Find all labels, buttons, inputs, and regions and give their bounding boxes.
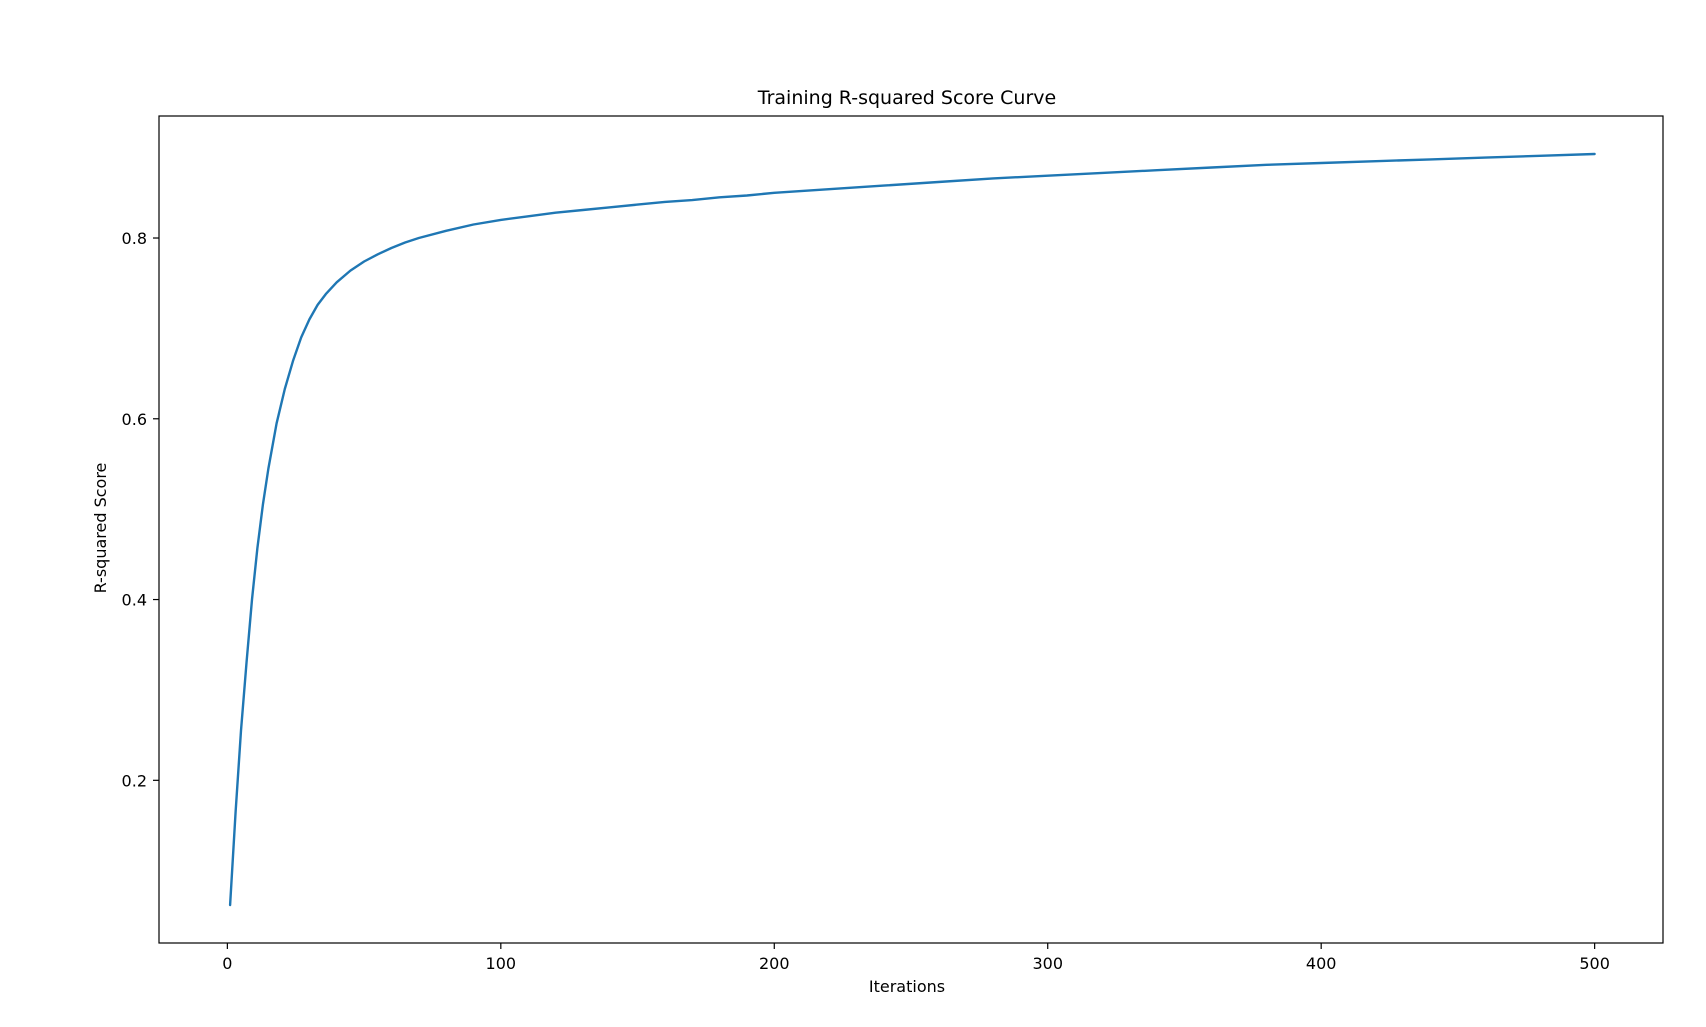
x-tick-label: 500	[1579, 954, 1610, 973]
plot-area-frame	[158, 115, 1664, 944]
x-axis-label: Iterations	[869, 977, 945, 996]
x-tick-label: 100	[486, 954, 517, 973]
x-tick-label: 200	[759, 954, 790, 973]
x-tick-label: 0	[222, 954, 232, 973]
x-tick-label: 400	[1306, 954, 1337, 973]
y-tick-label: 0.4	[122, 591, 147, 610]
y-tick-label: 0.8	[122, 229, 147, 248]
chart-title: Training R-squared Score Curve	[757, 87, 1056, 109]
x-axis: 0 100 200 300 400 500	[222, 943, 1610, 973]
x-tick-label: 300	[1032, 954, 1063, 973]
y-axis-label: R-squared Score	[91, 463, 110, 594]
y-axis: 0.2 0.4 0.6 0.8	[122, 229, 159, 790]
series-line	[228, 152, 1596, 907]
y-tick-label: 0.6	[122, 410, 147, 429]
y-tick-label: 0.2	[122, 771, 147, 790]
